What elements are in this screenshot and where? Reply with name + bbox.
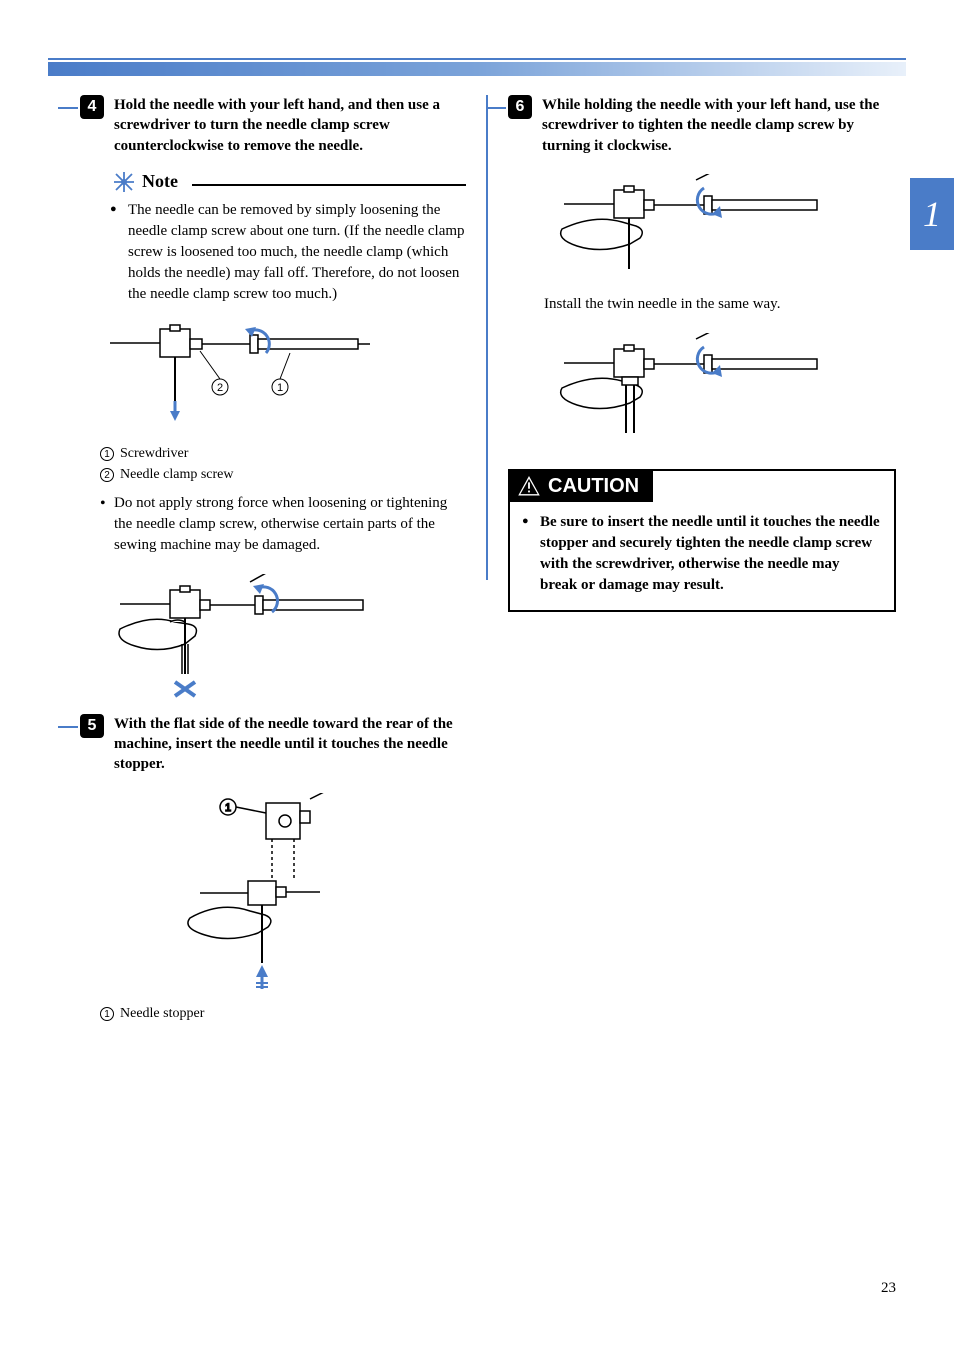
warning-bullet: Do not apply strong force when loosening…	[100, 493, 468, 556]
step-6: 6 While holding the needle with your lef…	[508, 95, 896, 156]
chapter-tab: 1	[910, 178, 954, 250]
step-number-badge: 6	[508, 95, 532, 119]
diagram-twin-needle	[544, 333, 896, 443]
step-5: 5 With the flat side of the needle towar…	[80, 714, 468, 775]
legend-label: Needle clamp screw	[120, 464, 234, 485]
note-title: Note	[142, 171, 178, 192]
header-rule	[48, 58, 906, 60]
warning-triangle-icon	[518, 476, 540, 496]
diagram-remove-needle: 1 2	[100, 323, 468, 433]
note-underline	[192, 184, 466, 186]
legend-row: 1 Screwdriver	[100, 443, 468, 464]
caution-text: Be sure to insert the needle until it to…	[524, 512, 880, 596]
diagram-legend: 1 Needle stopper	[100, 1003, 468, 1024]
step-number-badge: 5	[80, 714, 104, 738]
header-gradient	[48, 62, 906, 76]
legend-marker: 2	[100, 468, 114, 482]
twin-needle-note: Install the twin needle in the same way.	[544, 294, 896, 315]
step-number-badge: 4	[80, 95, 104, 119]
step-text: While holding the needle with your left …	[542, 95, 896, 156]
svg-text:1: 1	[225, 802, 231, 814]
legend-row: 2 Needle clamp screw	[100, 464, 468, 485]
note-star-icon	[112, 170, 136, 194]
step-4: 4 Hold the needle with your left hand, a…	[80, 95, 468, 156]
legend-label: Needle stopper	[120, 1003, 204, 1024]
legend-label: Screwdriver	[120, 443, 188, 464]
note-body: The needle can be removed by simply loos…	[112, 200, 468, 305]
right-column: 6 While holding the needle with your lef…	[488, 95, 896, 1024]
diagram-hand-loosen	[100, 574, 468, 704]
diagram-insert-needle: 1	[170, 793, 468, 993]
note-block: Note The needle can be removed by simply…	[112, 170, 468, 305]
caution-body: Be sure to insert the needle until it to…	[510, 502, 894, 610]
legend-marker: 1	[100, 1007, 114, 1021]
page-content: 4 Hold the needle with your left hand, a…	[80, 95, 896, 1024]
diagram-tighten-clockwise	[544, 174, 896, 284]
legend-row: 1 Needle stopper	[100, 1003, 468, 1024]
svg-text:1: 1	[277, 382, 283, 394]
caution-box: CAUTION Be sure to insert the needle unt…	[508, 469, 896, 612]
page-number: 23	[881, 1280, 896, 1297]
svg-text:2: 2	[217, 382, 223, 394]
note-header: Note	[112, 170, 468, 194]
legend-marker: 1	[100, 447, 114, 461]
caution-title: CAUTION	[548, 475, 639, 498]
caution-header: CAUTION	[510, 471, 653, 502]
left-column: 4 Hold the needle with your left hand, a…	[80, 95, 488, 1024]
diagram-legend: 1 Screwdriver 2 Needle clamp screw	[100, 443, 468, 485]
step-text: Hold the needle with your left hand, and…	[114, 95, 468, 156]
step-text: With the flat side of the needle toward …	[114, 714, 468, 775]
chapter-number: 1	[923, 193, 941, 235]
